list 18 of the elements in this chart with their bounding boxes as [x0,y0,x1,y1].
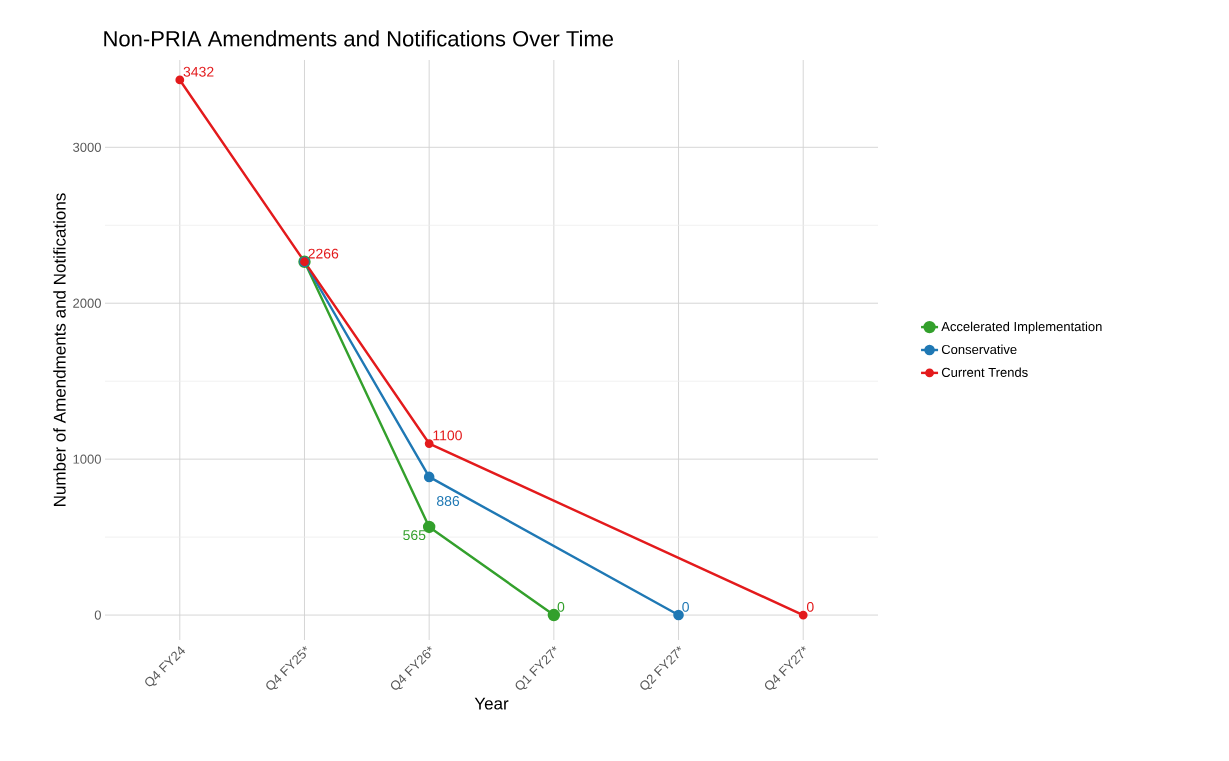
data-label: 886 [436,496,460,507]
legend-label: Conservative [941,344,1017,355]
data-label: 0 [682,601,689,612]
data-label: 3432 [183,66,214,77]
x-axis-title: Year [474,697,509,710]
y-tick-label: 0 [94,610,101,620]
chart-title: Non-PRIA Amendments and Notifications Over Time [104,30,614,47]
data-label: 565 [403,530,426,541]
legend-label: Accelerated Implementation [941,321,1102,334]
data-label: 0 [806,601,814,612]
data-label: 1100 [433,430,462,441]
y-tick-label: 2000 [73,298,101,308]
y-tick-label: 1000 [73,454,101,464]
data-label: 2266 [308,248,339,259]
y-tick-label: 3000 [73,142,101,152]
data-label: 0 [557,601,565,612]
y-axis-title: Number of Amendments and Notifications [53,193,66,506]
legend-label: Current Trends [941,367,1028,377]
